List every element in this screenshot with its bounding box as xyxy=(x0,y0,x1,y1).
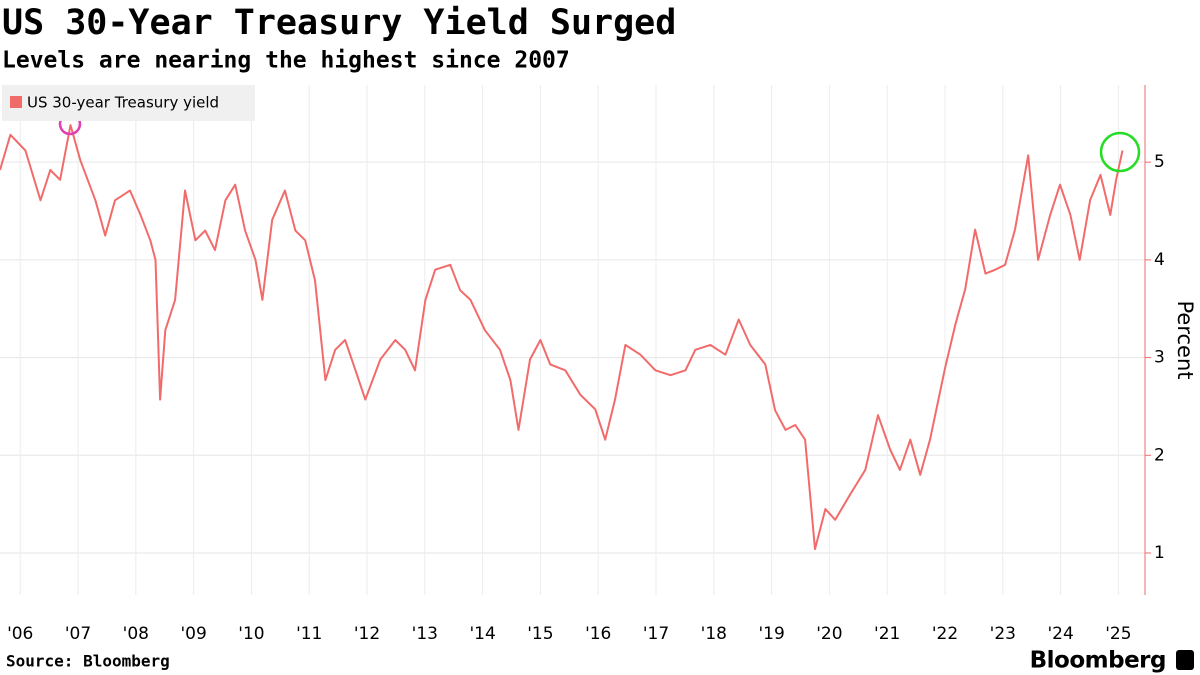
y-tick-label: 5 xyxy=(1154,152,1165,172)
chart-subtitle: Levels are nearing the highest since 200… xyxy=(2,48,570,74)
plot: 1 2 3 4 5 '06 '07 '08 '09 '10 '11 '12 '13 '14 '15 '16 '1… xyxy=(0,85,1165,644)
x-tick-label: '11 xyxy=(296,624,322,644)
x-tick-label: '21 xyxy=(874,624,900,644)
y-axis-label: Percent xyxy=(1173,300,1197,379)
x-tick-label: '17 xyxy=(643,624,669,644)
x-tick-label: '14 xyxy=(469,624,495,644)
x-tick-label: '22 xyxy=(932,624,958,644)
brand-icon xyxy=(1176,650,1194,670)
legend-label: US 30-year Treasury yield xyxy=(27,94,219,112)
y-tick-label: 1 xyxy=(1154,543,1165,563)
x-tick-label: '12 xyxy=(354,624,380,644)
x-tick-label: '06 xyxy=(7,624,33,644)
x-tick-label: '19 xyxy=(758,624,784,644)
x-tick-label: '23 xyxy=(990,624,1016,644)
y-tick-label: 3 xyxy=(1154,348,1165,368)
source: Source: Bloomberg xyxy=(6,652,170,671)
y-tick-label: 2 xyxy=(1154,445,1165,465)
chart-title: US 30-Year Treasury Yield Surged xyxy=(2,3,676,43)
annotation-circle xyxy=(1099,131,1141,173)
brand: Bloomberg xyxy=(1030,648,1166,674)
line-series xyxy=(0,124,1124,551)
x-tick-label: '25 xyxy=(1105,624,1131,644)
y-tick-label: 4 xyxy=(1154,250,1165,270)
x-tick-label: '09 xyxy=(180,624,206,644)
x-tick-label: '08 xyxy=(123,624,149,644)
x-tick-label: '24 xyxy=(1047,624,1073,644)
x-tick-label: '15 xyxy=(527,624,553,644)
x-tick-label: '13 xyxy=(412,624,438,644)
x-tick-label: '16 xyxy=(585,624,611,644)
x-tick-label: '10 xyxy=(238,624,264,644)
legend xyxy=(2,85,255,121)
legend-swatch xyxy=(10,96,22,108)
x-tick-label: '07 xyxy=(65,624,91,644)
x-tick-label: '20 xyxy=(816,624,842,644)
x-tick-label: '18 xyxy=(701,624,727,644)
